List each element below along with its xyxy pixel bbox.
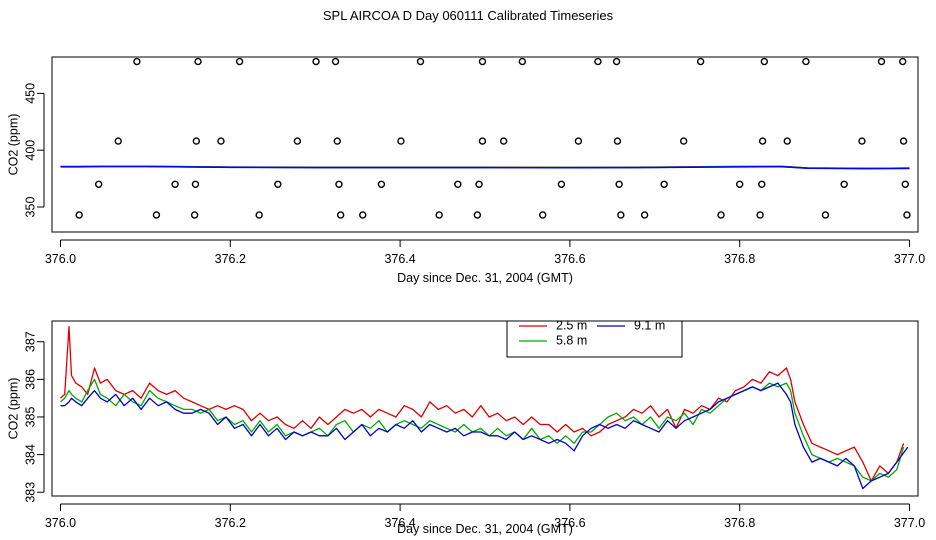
calibration-point bbox=[274, 180, 282, 188]
calibration-point bbox=[717, 211, 725, 219]
calibration-point bbox=[612, 57, 621, 66]
calibration-point bbox=[696, 57, 705, 66]
calibration-point bbox=[760, 57, 769, 66]
calibration-point bbox=[539, 211, 547, 219]
calibration-point bbox=[397, 137, 405, 145]
x-tick-label: 376.6 bbox=[554, 252, 585, 266]
calibration-point bbox=[473, 211, 482, 219]
plot-frame bbox=[51, 56, 919, 233]
calibration-point bbox=[758, 137, 767, 145]
plot-frame bbox=[51, 320, 919, 497]
x-tick-label: 376.6 bbox=[554, 516, 585, 530]
figure-title: SPL AIRCOA D Day 060111 Calibrated Times… bbox=[322, 8, 614, 23]
calibration-point bbox=[416, 57, 425, 66]
calibration-point bbox=[191, 180, 200, 188]
calibration-point bbox=[899, 137, 908, 145]
calibration-point bbox=[152, 211, 161, 219]
x-tick-label: 376.0 bbox=[45, 516, 76, 530]
calibration-point bbox=[518, 57, 527, 66]
calibration-point bbox=[133, 57, 141, 66]
series-line-9-1-m bbox=[60, 382, 909, 490]
y-tick-label: 384 bbox=[23, 444, 37, 465]
x-tick-label: 376.4 bbox=[384, 516, 415, 530]
legend-label: 9.1 m bbox=[634, 318, 665, 332]
y-tick-label: 387 bbox=[23, 331, 37, 352]
calibration-point bbox=[190, 211, 199, 219]
x-axis-label: Day since Dec. 31, 2004 (GMT) bbox=[397, 522, 573, 536]
y-tick-label: 400 bbox=[23, 140, 37, 161]
calibration-point bbox=[475, 180, 483, 188]
calibration-point bbox=[594, 57, 602, 66]
calibration-point bbox=[617, 211, 625, 219]
calibration-point bbox=[821, 211, 830, 219]
calibration-point bbox=[377, 180, 386, 188]
calibration-point bbox=[499, 137, 508, 145]
calibration-point bbox=[613, 137, 622, 145]
x-tick-label: 377.0 bbox=[894, 516, 925, 530]
calibration-point bbox=[255, 211, 263, 219]
x-tick-label: 376.2 bbox=[215, 252, 246, 266]
calibration-point bbox=[335, 180, 343, 188]
calibration-point bbox=[877, 57, 886, 66]
legend-label: 2.5 m bbox=[556, 318, 587, 332]
calibration-point bbox=[899, 57, 907, 66]
series-line-2-5-m bbox=[60, 325, 905, 482]
calibration-point bbox=[901, 180, 909, 188]
series-line-5-8-m bbox=[60, 378, 905, 482]
x-tick-label: 376.4 bbox=[384, 252, 415, 266]
x-tick-label: 376.8 bbox=[724, 252, 755, 266]
x-axis-label: Day since Dec. 31, 2004 (GMT) bbox=[397, 271, 573, 285]
calibration-point bbox=[331, 57, 340, 66]
calibration-point bbox=[312, 57, 320, 66]
calibration-point bbox=[336, 211, 345, 219]
calibration-point bbox=[640, 211, 649, 219]
calibration-point bbox=[75, 211, 83, 219]
calibration-point bbox=[333, 137, 341, 145]
calibration-point bbox=[903, 211, 911, 219]
calibration-point bbox=[435, 211, 443, 219]
calibration-point bbox=[114, 137, 122, 145]
calibration-point bbox=[736, 180, 744, 188]
y-tick-label: 350 bbox=[23, 197, 37, 218]
calibration-point bbox=[217, 137, 225, 145]
y-tick-label: 386 bbox=[23, 369, 37, 390]
calibration-point bbox=[478, 57, 487, 66]
calibration-point bbox=[679, 137, 688, 145]
calibration-point bbox=[758, 180, 766, 188]
y-tick-label: 383 bbox=[23, 482, 37, 503]
x-tick-label: 376.2 bbox=[215, 516, 246, 530]
calibration-point bbox=[756, 211, 764, 219]
x-tick-label: 376.8 bbox=[724, 516, 755, 530]
legend-box bbox=[506, 320, 683, 358]
y-axis-label: CO2 (ppm) bbox=[6, 378, 20, 440]
series-line-9-1-m bbox=[60, 165, 910, 170]
calibration-point bbox=[171, 180, 179, 188]
calibration-point bbox=[359, 211, 367, 219]
calibration-point bbox=[94, 180, 103, 188]
y-tick-label: 385 bbox=[23, 406, 37, 427]
y-tick-label: 450 bbox=[23, 83, 37, 104]
calibration-point bbox=[783, 137, 791, 145]
x-tick-label: 376.0 bbox=[45, 252, 76, 266]
calibration-point bbox=[192, 137, 201, 145]
x-tick-label: 377.0 bbox=[894, 252, 925, 266]
calibration-point bbox=[235, 57, 244, 66]
calibration-point bbox=[194, 57, 202, 66]
calibration-point bbox=[840, 180, 848, 188]
calibration-point bbox=[802, 57, 810, 66]
calibration-point bbox=[478, 137, 487, 145]
y-axis-label: CO2 (ppm) bbox=[6, 114, 20, 176]
calibration-point bbox=[615, 180, 623, 188]
calibration-point bbox=[660, 180, 668, 188]
calibration-point bbox=[858, 137, 866, 145]
calibration-point bbox=[557, 180, 566, 188]
calibration-point bbox=[574, 137, 583, 145]
calibration-point bbox=[454, 180, 462, 188]
calibration-point bbox=[293, 137, 302, 145]
legend-label: 5.8 m bbox=[556, 333, 587, 347]
